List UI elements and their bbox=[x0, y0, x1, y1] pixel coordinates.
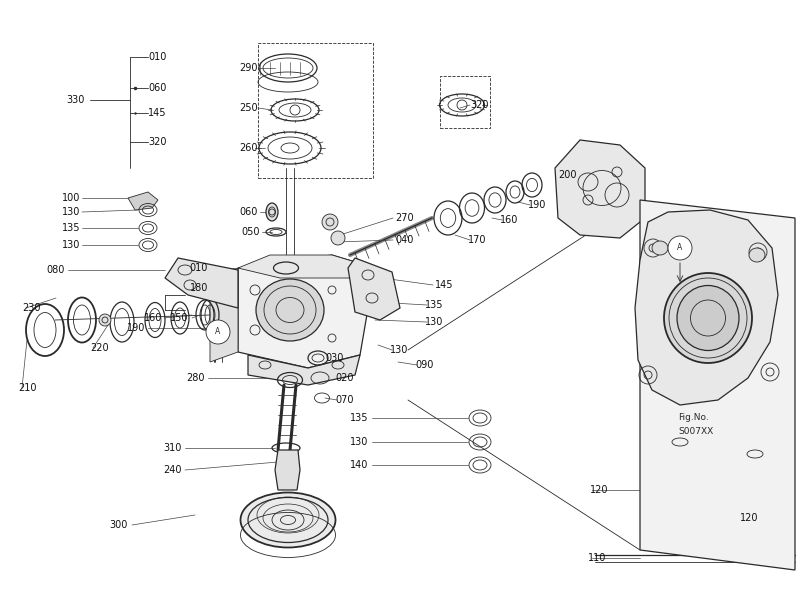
Text: 030: 030 bbox=[325, 353, 343, 363]
Polygon shape bbox=[210, 268, 238, 362]
Ellipse shape bbox=[664, 273, 752, 363]
Text: Fig.No.: Fig.No. bbox=[678, 414, 709, 423]
Ellipse shape bbox=[677, 285, 739, 350]
Polygon shape bbox=[275, 450, 300, 490]
Polygon shape bbox=[128, 192, 158, 210]
Text: 130: 130 bbox=[62, 207, 80, 217]
Bar bbox=[440, 76, 490, 128]
Text: 100: 100 bbox=[62, 193, 80, 203]
Bar bbox=[258, 43, 373, 178]
Text: 190: 190 bbox=[126, 323, 145, 333]
Text: 300: 300 bbox=[110, 520, 128, 530]
Text: 060: 060 bbox=[240, 207, 258, 217]
Text: 330: 330 bbox=[66, 95, 85, 105]
Text: S007XX: S007XX bbox=[678, 427, 714, 437]
Text: 010: 010 bbox=[148, 52, 166, 62]
Polygon shape bbox=[635, 210, 778, 405]
Text: 145: 145 bbox=[435, 280, 454, 290]
Text: 110: 110 bbox=[588, 553, 606, 563]
Text: 260: 260 bbox=[239, 143, 258, 153]
Text: 130: 130 bbox=[390, 345, 408, 355]
Text: A: A bbox=[215, 327, 221, 336]
Text: 130: 130 bbox=[62, 240, 80, 250]
Text: 040: 040 bbox=[395, 235, 414, 245]
Text: 220: 220 bbox=[90, 343, 109, 353]
Text: 280: 280 bbox=[186, 373, 205, 383]
Polygon shape bbox=[238, 255, 375, 368]
Text: 130: 130 bbox=[350, 437, 368, 447]
Polygon shape bbox=[555, 140, 645, 238]
Text: 010: 010 bbox=[190, 263, 208, 273]
Ellipse shape bbox=[241, 492, 335, 547]
Text: A: A bbox=[678, 243, 682, 252]
Ellipse shape bbox=[749, 248, 765, 262]
Ellipse shape bbox=[256, 279, 324, 341]
Text: 135: 135 bbox=[425, 300, 443, 310]
Text: 140: 140 bbox=[350, 460, 368, 470]
Text: 020: 020 bbox=[335, 373, 354, 383]
Text: 160: 160 bbox=[500, 215, 518, 225]
Circle shape bbox=[322, 214, 338, 230]
Text: 320: 320 bbox=[470, 100, 489, 110]
Text: 120: 120 bbox=[740, 513, 758, 523]
Text: 080: 080 bbox=[46, 265, 65, 275]
Ellipse shape bbox=[266, 203, 278, 221]
Circle shape bbox=[206, 320, 230, 344]
Text: 200: 200 bbox=[558, 170, 577, 180]
Text: 270: 270 bbox=[395, 213, 414, 223]
Polygon shape bbox=[348, 258, 400, 320]
Text: 170: 170 bbox=[468, 235, 486, 245]
Text: 070: 070 bbox=[335, 395, 354, 405]
Polygon shape bbox=[640, 200, 795, 570]
Circle shape bbox=[99, 314, 111, 326]
Text: 310: 310 bbox=[164, 443, 182, 453]
Text: 145: 145 bbox=[148, 108, 166, 118]
Text: 060: 060 bbox=[148, 83, 166, 93]
Text: 250: 250 bbox=[239, 103, 258, 113]
Text: 210: 210 bbox=[18, 383, 37, 393]
Text: 180: 180 bbox=[190, 283, 208, 293]
Circle shape bbox=[668, 236, 692, 260]
Polygon shape bbox=[165, 258, 238, 308]
Polygon shape bbox=[238, 255, 375, 278]
Text: 150: 150 bbox=[170, 313, 188, 323]
Text: 230: 230 bbox=[22, 303, 41, 313]
Text: 090: 090 bbox=[415, 360, 434, 370]
Circle shape bbox=[331, 231, 345, 245]
Text: 135: 135 bbox=[350, 413, 368, 423]
Text: 050: 050 bbox=[242, 227, 260, 237]
Ellipse shape bbox=[652, 241, 668, 255]
Text: 120: 120 bbox=[590, 485, 609, 495]
Text: 130: 130 bbox=[425, 317, 443, 327]
Text: 320: 320 bbox=[148, 137, 166, 147]
Text: 190: 190 bbox=[528, 200, 546, 210]
Text: 290: 290 bbox=[239, 63, 258, 73]
Text: 240: 240 bbox=[163, 465, 182, 475]
Text: 160: 160 bbox=[144, 313, 162, 323]
Text: 135: 135 bbox=[62, 223, 80, 233]
Polygon shape bbox=[248, 355, 360, 385]
